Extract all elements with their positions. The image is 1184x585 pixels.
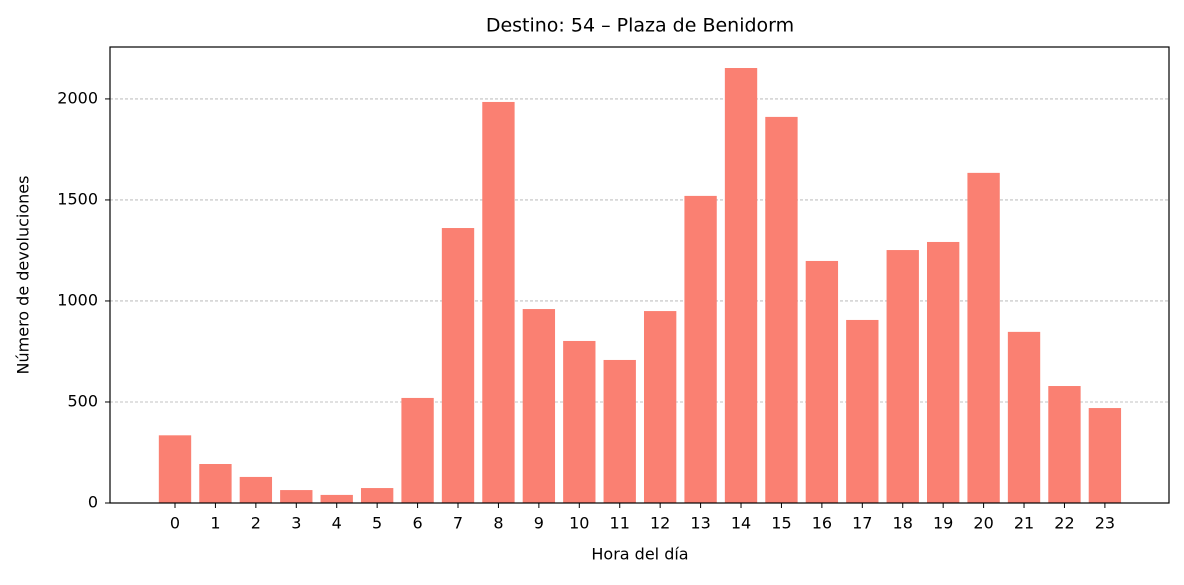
- y-axis-label: Número de devoluciones: [14, 176, 33, 375]
- x-tick-label: 9: [534, 514, 544, 533]
- bar: [360, 488, 394, 503]
- x-tick-label: 11: [610, 514, 630, 533]
- x-tick-label: 17: [852, 514, 872, 533]
- x-tick-label: 3: [291, 514, 301, 533]
- bar: [563, 340, 596, 503]
- x-tick-label: 21: [1014, 514, 1034, 533]
- x-tick-label: 13: [690, 514, 710, 533]
- bar: [280, 490, 313, 503]
- plot-frame: [109, 46, 1170, 504]
- x-tick-label: 18: [893, 514, 913, 533]
- bar: [401, 397, 434, 503]
- y-tick-label: 2000: [57, 88, 98, 107]
- x-tick-label: 14: [731, 514, 751, 533]
- bar: [441, 228, 475, 504]
- bar: [846, 319, 879, 503]
- x-tick-label: 15: [771, 514, 791, 533]
- bar: [158, 435, 192, 503]
- x-tick-label: 20: [973, 514, 993, 533]
- bar: [1048, 386, 1081, 503]
- bar: [765, 116, 798, 503]
- x-tick-label: 6: [412, 514, 422, 533]
- x-tick-label: 0: [170, 514, 180, 533]
- x-tick-label: 16: [812, 514, 832, 533]
- bar: [522, 309, 556, 503]
- bar: [1007, 331, 1041, 503]
- bar: [684, 195, 717, 503]
- bar: [886, 250, 919, 503]
- bar: [320, 494, 353, 503]
- x-tick-label: 5: [372, 514, 382, 533]
- x-tick-label: 7: [453, 514, 463, 533]
- bar: [482, 101, 515, 504]
- y-tick-label: 0: [88, 493, 98, 512]
- bar: [926, 241, 960, 503]
- y-tick-label: 500: [67, 391, 98, 410]
- x-tick-label: 10: [569, 514, 589, 533]
- bar: [967, 172, 1000, 503]
- bar: [199, 464, 232, 503]
- x-axis-label: Hora del día: [591, 545, 688, 564]
- bar: [239, 476, 273, 503]
- y-tick-label: 1000: [57, 290, 98, 309]
- bar: [603, 359, 636, 503]
- x-tick-label: 19: [933, 514, 953, 533]
- bar: [805, 260, 839, 503]
- bar: [643, 311, 677, 503]
- x-tick-label: 22: [1054, 514, 1074, 533]
- x-tick-label: 2: [251, 514, 261, 533]
- x-tick-label: 12: [650, 514, 670, 533]
- y-tick-label: 1500: [57, 189, 98, 208]
- x-tick-label: 8: [493, 514, 503, 533]
- bar: [724, 68, 758, 503]
- x-tick-label: 4: [332, 514, 342, 533]
- x-tick-label: 23: [1095, 514, 1115, 533]
- x-tick-label: 1: [210, 514, 220, 533]
- bar: [1088, 408, 1122, 503]
- chart-title: Destino: 54 – Plaza de Benidorm: [486, 15, 794, 37]
